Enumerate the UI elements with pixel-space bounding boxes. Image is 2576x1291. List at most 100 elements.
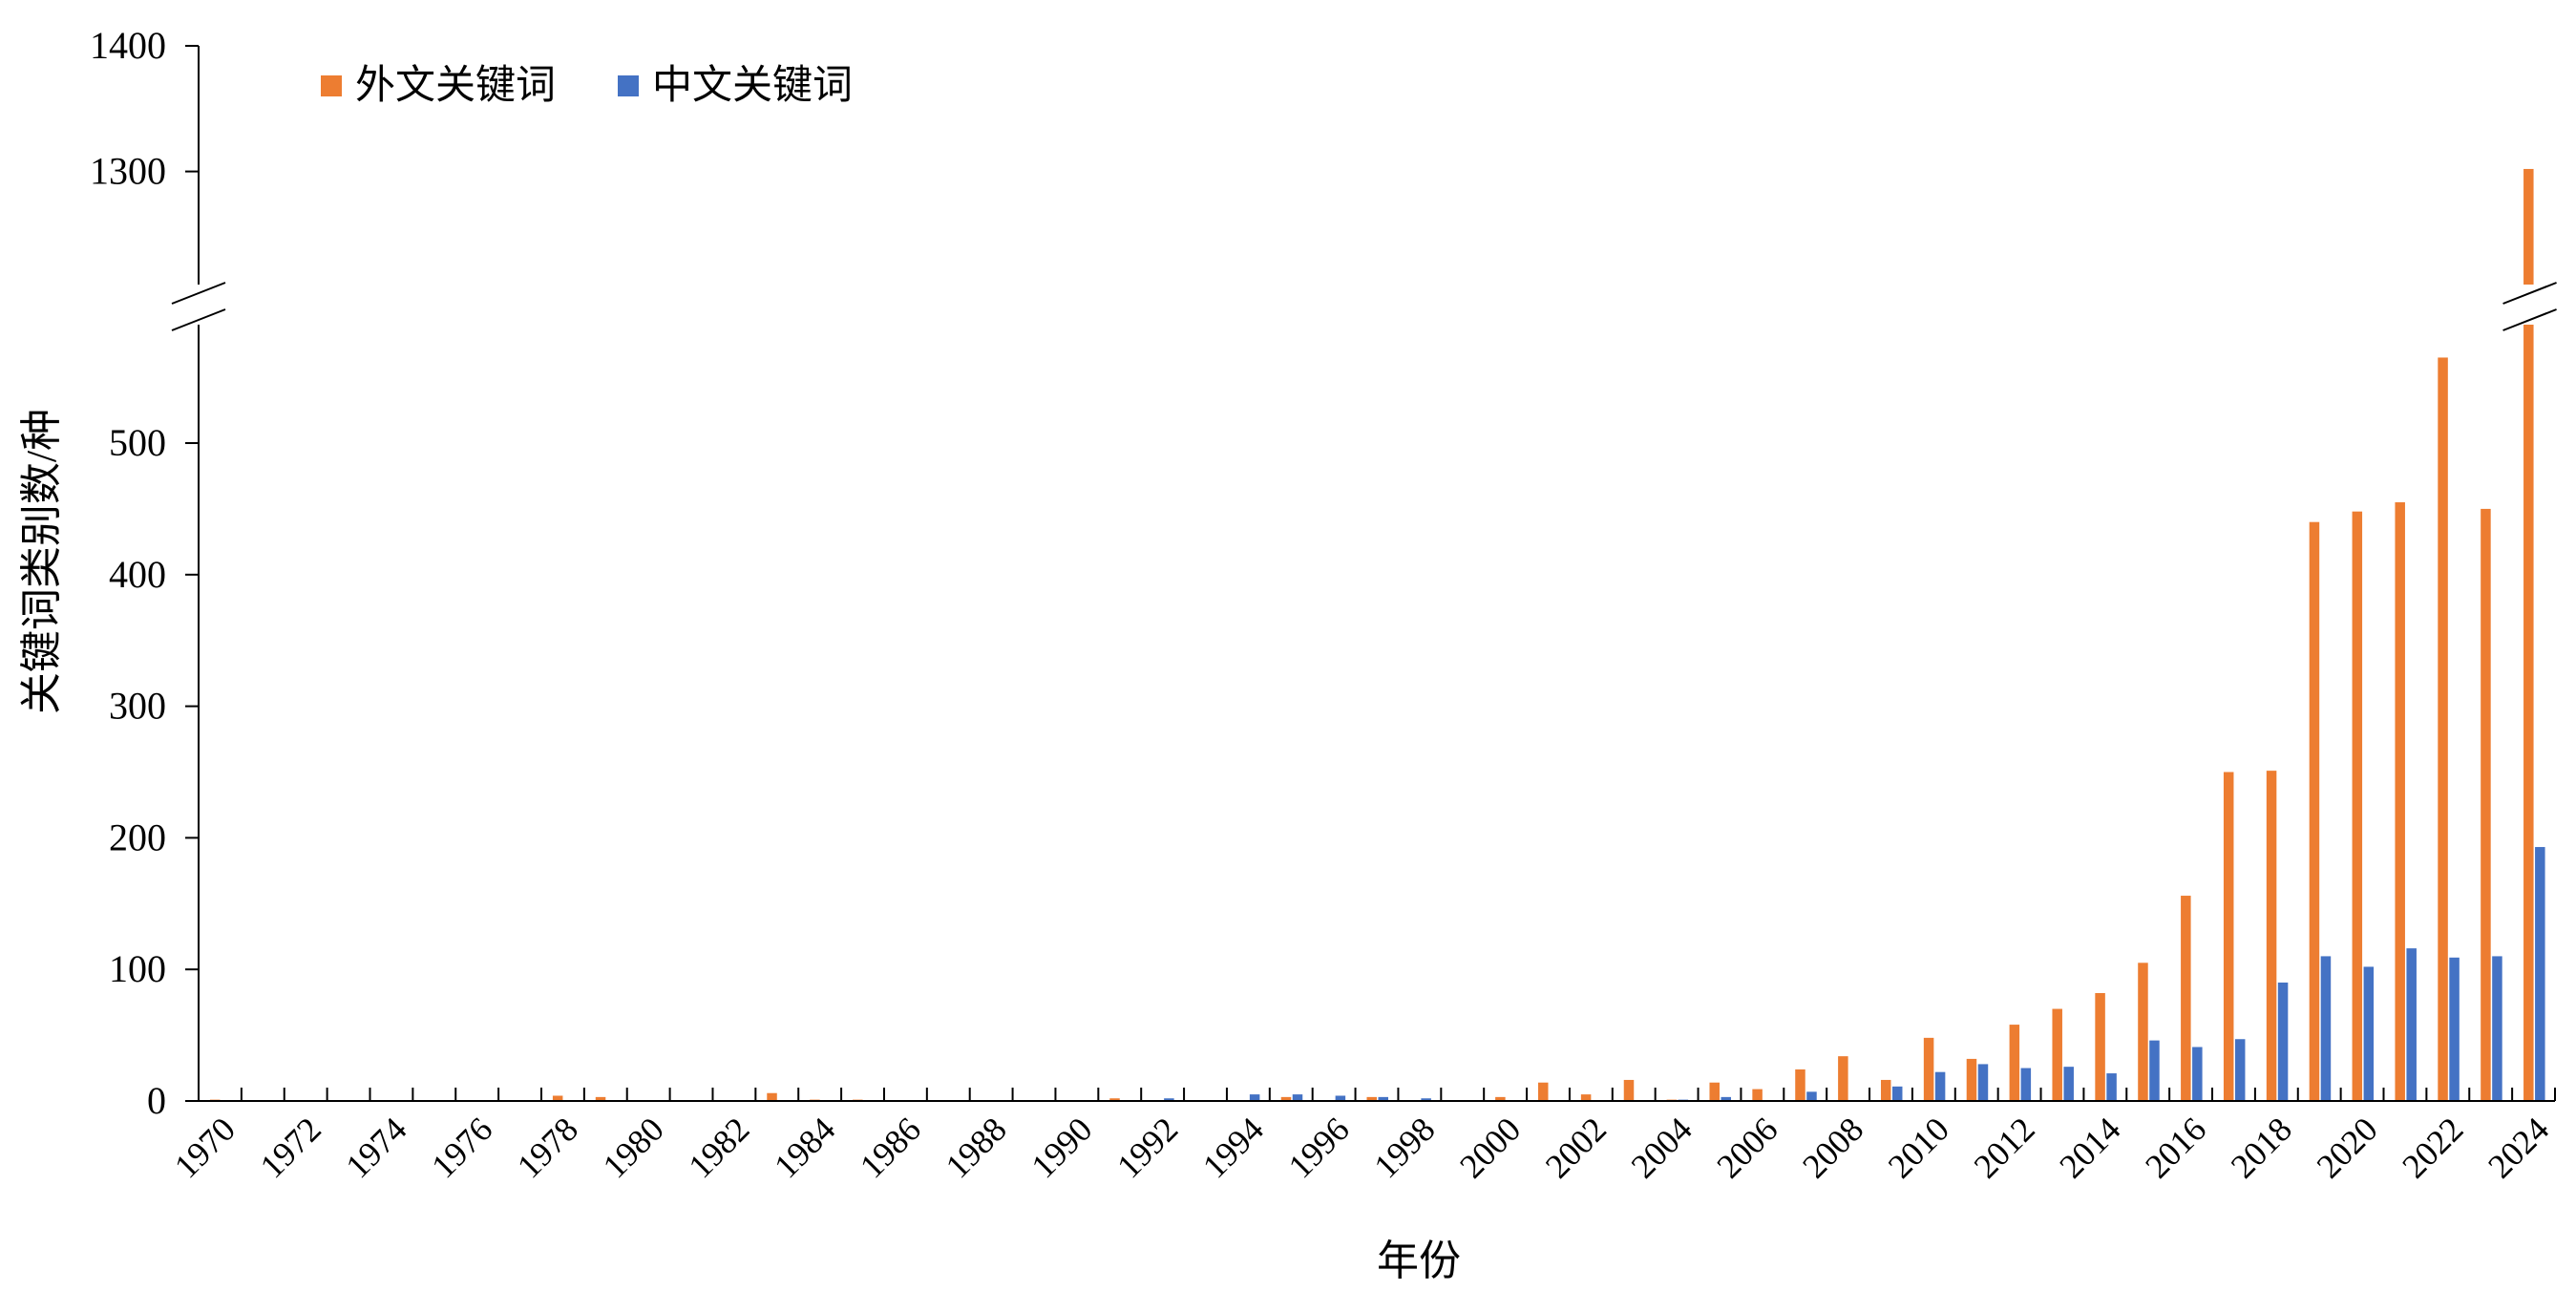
- y-tick-label-100: 100: [109, 947, 166, 990]
- bar-chinese-2021: [2406, 948, 2417, 1101]
- legend-swatch-foreign: [321, 75, 342, 96]
- x-tick-label-2004: 2004: [1624, 1110, 1700, 1185]
- bar-foreign-2003: [1623, 1079, 1635, 1101]
- bar-foreign-2009: [1880, 1079, 1891, 1101]
- x-tick-label-1970: 1970: [167, 1110, 243, 1185]
- bars-layer: [209, 168, 2545, 1101]
- bar-chinese-2016: [2192, 1047, 2203, 1101]
- bar-foreign-2006: [1752, 1089, 1763, 1101]
- bar-chinese-2011: [1977, 1064, 1989, 1101]
- bar-foreign-2008: [1838, 1056, 1848, 1101]
- bar-foreign-2000: [1495, 1096, 1506, 1101]
- x-tick-label-2022: 2022: [2395, 1110, 2470, 1185]
- x-tick-label-1982: 1982: [681, 1110, 756, 1185]
- axis-break-left-slash-top: [171, 282, 226, 305]
- bar-foreign-2002: [1580, 1094, 1592, 1101]
- x-tick-label-2002: 2002: [1538, 1110, 1614, 1185]
- bar-foreign-1997: [1366, 1096, 1377, 1101]
- bar-chinese-1995: [1292, 1094, 1303, 1101]
- y-tick-label-500: 500: [109, 421, 166, 464]
- bar-foreign-2007: [1795, 1069, 1805, 1101]
- axis-break-right-slash-bottom: [2502, 308, 2557, 331]
- x-tick-label-1988: 1988: [939, 1110, 1014, 1185]
- bar-chinese-2015: [2149, 1040, 2160, 1101]
- bar-foreign-2013: [2052, 1008, 2062, 1101]
- bar-foreign-1979: [595, 1096, 606, 1101]
- axis-break-left-slash-bottom: [171, 308, 226, 331]
- x-tick-label-1992: 1992: [1109, 1110, 1185, 1185]
- bar-foreign-2012: [2009, 1025, 2020, 1101]
- bar-foreign-2019: [2309, 521, 2320, 1101]
- bar-chinese-2009: [1891, 1086, 1903, 1101]
- bar-foreign-2005: [1709, 1082, 1720, 1101]
- bar-foreign-2016: [2181, 896, 2191, 1101]
- bar-foreign-2023: [2481, 508, 2491, 1101]
- x-tick-label-2020: 2020: [2310, 1110, 2385, 1185]
- x-tick-label-2016: 2016: [2138, 1110, 2213, 1185]
- bar-chinese-1996: [1335, 1095, 1346, 1101]
- x-tick-label-1998: 1998: [1366, 1110, 1442, 1185]
- axis-break-left-gap: [174, 290, 223, 319]
- bar-foreign-1995: [1280, 1096, 1292, 1101]
- x-tick-label-2012: 2012: [1967, 1110, 2042, 1185]
- bar-foreign-1978: [552, 1095, 563, 1101]
- bar-foreign-2022: [2438, 357, 2448, 1101]
- x-tick-label-2010: 2010: [1881, 1110, 1956, 1185]
- axes-layer: [171, 45, 2557, 1102]
- x-tick-label-2006: 2006: [1709, 1110, 1784, 1185]
- bar-chinese-2007: [1806, 1091, 1817, 1101]
- bar-foreign-2018: [2266, 771, 2277, 1101]
- legend: 外文关键词 中文关键词: [321, 63, 853, 108]
- bar-chinese-1992: [1164, 1098, 1174, 1101]
- bar-foreign-2020: [2352, 511, 2363, 1101]
- x-tick-label-1994: 1994: [1195, 1110, 1271, 1185]
- y-tick-label-1300: 1300: [90, 150, 166, 193]
- x-tick-label-2018: 2018: [2224, 1110, 2299, 1185]
- bar-chinese-1997: [1378, 1096, 1388, 1101]
- x-axis-title: 年份: [1377, 1238, 1461, 1284]
- bar-foreign-2010: [1923, 1037, 1934, 1101]
- bar-foreign-2017: [2223, 772, 2234, 1101]
- y-tick-label-0: 0: [147, 1079, 166, 1122]
- bar-chinese-2023: [2492, 956, 2502, 1101]
- x-tick-label-1978: 1978: [510, 1110, 585, 1185]
- axis-break-right-gap: [2504, 290, 2555, 319]
- axis-break-right-slash-top: [2502, 282, 2557, 305]
- x-tick-label-2014: 2014: [2052, 1110, 2127, 1185]
- bar-foreign-1983: [767, 1092, 777, 1101]
- x-tick-label-1986: 1986: [853, 1110, 928, 1185]
- bar-foreign-2011: [1966, 1058, 1977, 1101]
- y-axis-title: 关键词类别数/种: [18, 409, 65, 714]
- bar-chinese-2022: [2449, 957, 2460, 1101]
- bar-chinese-2012: [2020, 1068, 2032, 1101]
- bar-chinese-1994: [1249, 1094, 1260, 1101]
- x-tick-label-1972: 1972: [253, 1110, 328, 1185]
- bar-foreign-2001: [1537, 1082, 1549, 1101]
- x-tick-label-1996: 1996: [1281, 1110, 1357, 1185]
- legend-label-foreign: 外文关键词: [355, 63, 556, 108]
- bar-chinese-2013: [2063, 1067, 2074, 1101]
- y-tick-label-1400: 1400: [90, 24, 166, 67]
- y-tick-label-300: 300: [109, 685, 166, 728]
- bar-foreign-2024: [2523, 168, 2534, 1101]
- x-tick-label-1984: 1984: [767, 1110, 842, 1185]
- bar-chinese-2005: [1721, 1096, 1731, 1101]
- bar-chinese-2017: [2234, 1039, 2246, 1101]
- legend-label-chinese: 中文关键词: [652, 63, 853, 108]
- bar-foreign-2015: [2138, 963, 2148, 1101]
- x-tick-label-2008: 2008: [1795, 1110, 1870, 1185]
- y-tick-label-200: 200: [109, 815, 166, 858]
- bar-chinese-2018: [2277, 982, 2289, 1101]
- bar-chinese-2024: [2535, 847, 2545, 1101]
- bar-chinese-2010: [1934, 1071, 1946, 1101]
- bar-foreign-1991: [1109, 1098, 1120, 1101]
- y-tick-label-400: 400: [109, 553, 166, 596]
- x-tick-label-1976: 1976: [424, 1110, 499, 1185]
- bar-chinese-2019: [2320, 956, 2332, 1101]
- x-tick-label-2024: 2024: [2481, 1110, 2556, 1185]
- x-tick-label-1980: 1980: [596, 1110, 671, 1185]
- bar-chinese-2014: [2106, 1073, 2117, 1101]
- x-tick-label-1974: 1974: [338, 1110, 413, 1185]
- bar-foreign-2021: [2395, 502, 2405, 1101]
